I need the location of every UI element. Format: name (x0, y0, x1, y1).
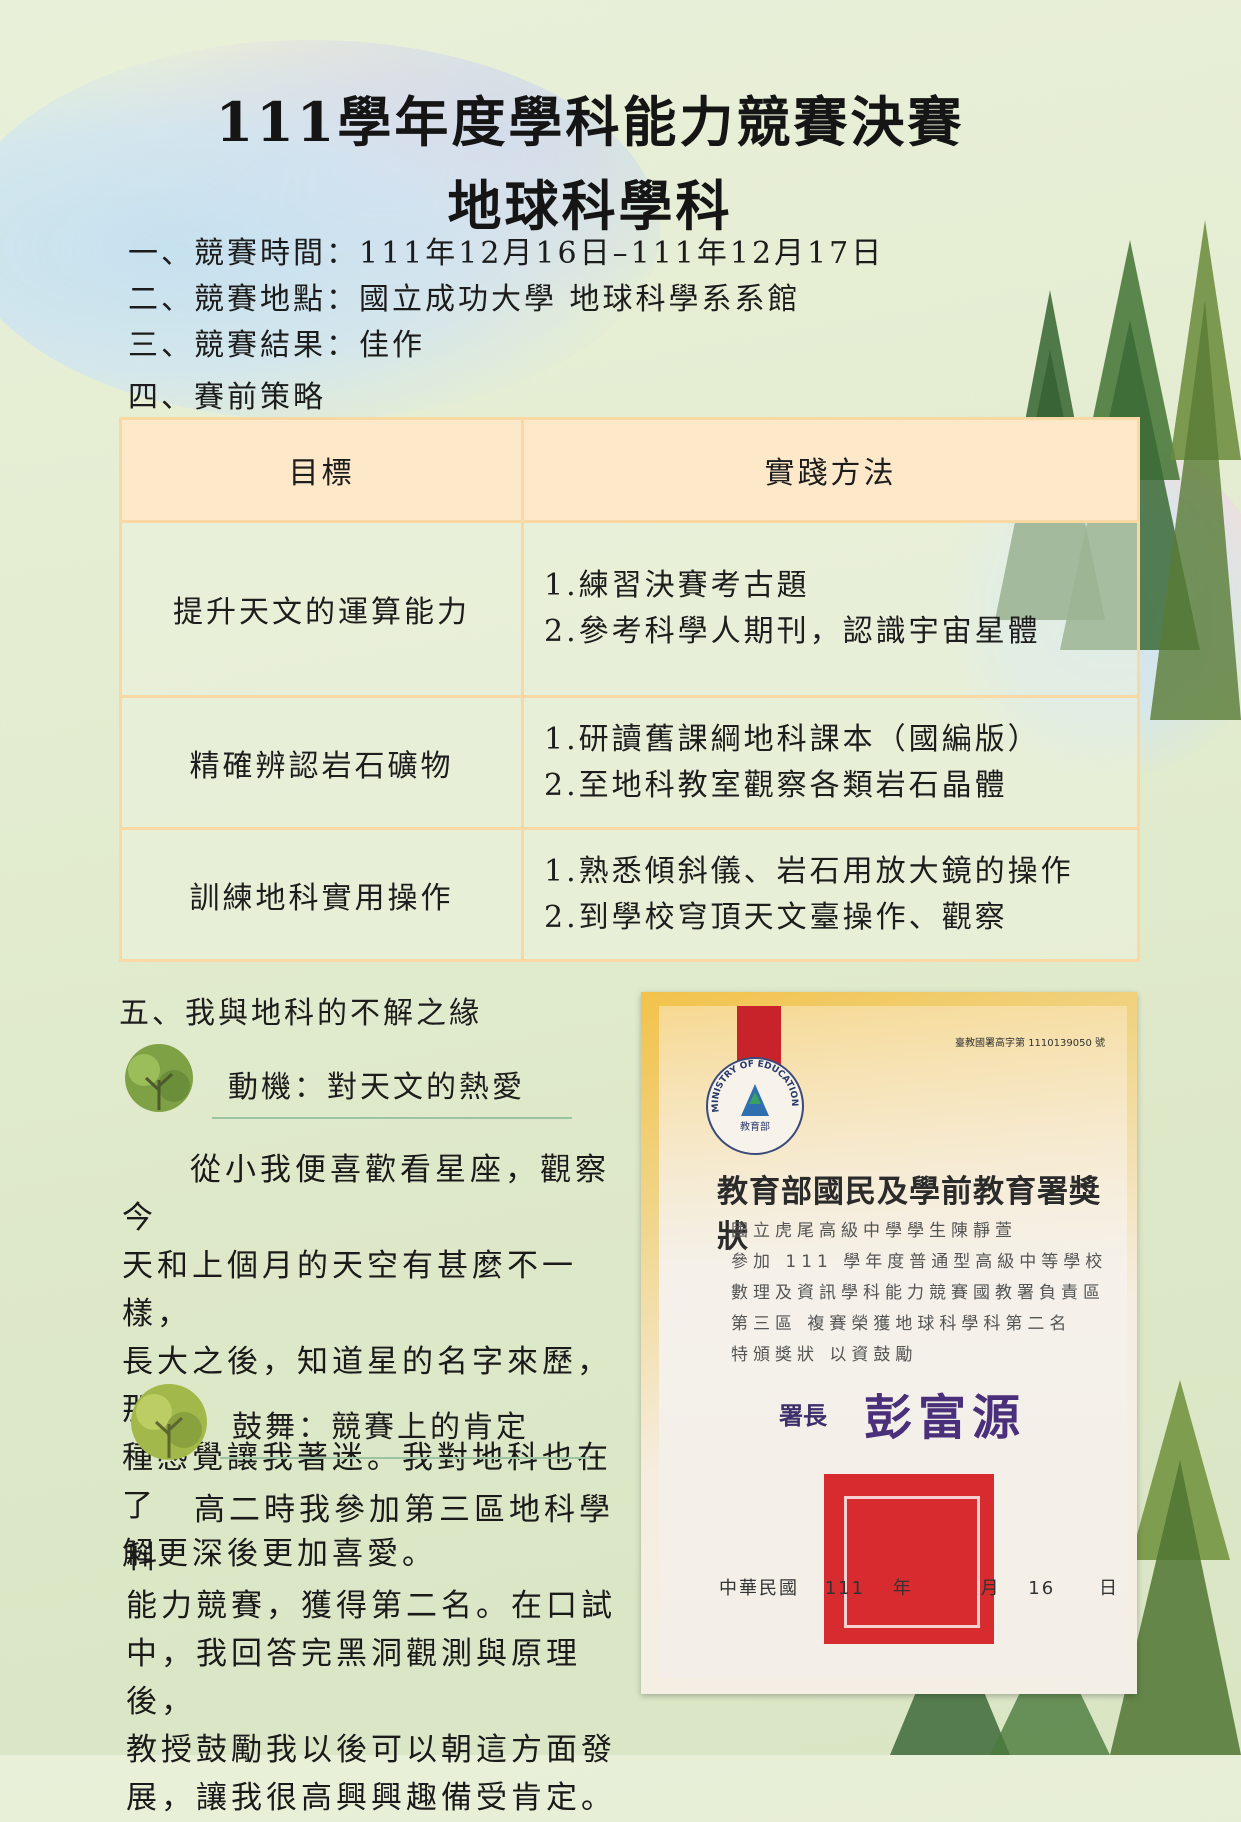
paragraph-line: 從小我便喜歡看星座，觀察今 (122, 1152, 610, 1236)
paragraph-line: 展，讓我很高興興趣備受肯定。 (126, 1780, 616, 1816)
method-item: 1.熟悉傾斜儀、岩石用放大鏡的操作 (544, 853, 1074, 889)
seal-border (844, 1496, 980, 1628)
tree-bullet-icon (125, 1044, 193, 1112)
motivation-paragraph: 從小我便喜歡看星座，觀察今 天和上個月的天空有甚麼不一樣， 長大之後，知道星的名… (122, 1146, 642, 1578)
date-prefix: 中華民國 (719, 1578, 799, 1599)
info-label: 四、賽前策略 (128, 380, 326, 415)
page-title: 111學年度學科能力競賽決賽 (215, 90, 965, 154)
info-value: 國立成功大學 地球科學系系館 (359, 282, 801, 317)
info-value: 佳作 (359, 328, 425, 363)
date-year: 111 (824, 1578, 866, 1599)
paragraph-line: 能力競賽，獲得第二名。在口試 (126, 1588, 616, 1624)
paragraph-line: 教授鼓勵我以後可以朝這方面發 (126, 1732, 616, 1768)
encouragement-paragraph: 高二時我參加第三區地科學科 能力競賽，獲得第二名。在口試 中，我回答完黑洞觀測與… (126, 1486, 646, 1822)
date-day-unit: 日 (1098, 1578, 1119, 1599)
table-cell-goal: 提升天文的運算能力 (119, 520, 524, 698)
table-header-goal: 目標 (119, 417, 524, 523)
info-strategy-heading: 四、賽前策略 (128, 372, 326, 416)
info-value: 111年12月16日–111年12月17日 (359, 236, 885, 271)
certificate-line: 特頒獎狀 以資鼓勵 (731, 1345, 918, 1365)
section-heading: 五、我與地科的不解之緣 (119, 996, 482, 1031)
underline-divider (220, 1457, 590, 1459)
certificate-number: 臺教國署高字第 1110139050 號 (955, 1038, 1105, 1049)
certificate-line: 數理及資訊學科能力競賽國教署負責區 (731, 1283, 1105, 1303)
motivation-title: 動機：對天文的熱愛 (228, 1070, 525, 1105)
strategy-table: 目標 實踐方法 提升天文的運算能力 1.練習決賽考古題 2.參考科學人期刊，認識… (119, 417, 1140, 962)
certificate-date: 中華民國 111 年 月 16 日 (719, 1574, 1119, 1600)
date-year-unit: 年 (892, 1578, 913, 1599)
table-cell-method: 1.練習決賽考古題 2.參考科學人期刊，認識宇宙星體 (521, 520, 1140, 698)
underline-divider (212, 1117, 572, 1119)
table-header-method: 實踐方法 (521, 417, 1140, 523)
method-item: 2.到學校穹頂天文臺操作、觀察 (544, 899, 1008, 935)
info-label: 二、競賽地點： (128, 282, 359, 317)
certificate-heading: 教育部國民及學前教育署獎狀 (717, 1174, 1101, 1255)
method-item: 1.練習決賽考古題 (544, 568, 810, 603)
table-row: 精確辨認岩石礦物 1.研讀舊課綱地科課本（國編版） 2.至地科教室觀察各類岩石晶… (119, 695, 1140, 830)
date-day: 16 (1028, 1578, 1056, 1599)
info-competition-time: 一、競賽時間：111年12月16日–111年12月17日 (128, 228, 884, 272)
method-item: 2.至地科教室觀察各類岩石晶體 (544, 767, 1008, 803)
page-subtitle: 地球科學科 (447, 174, 733, 238)
info-competition-venue: 二、競賽地點：國立成功大學 地球科學系系館 (128, 274, 801, 318)
paragraph-line: 高二時我參加第三區地科學科 (126, 1492, 614, 1576)
table-cell-goal: 訓練地科實用操作 (119, 827, 524, 962)
paragraph-line: 解更深後更加喜愛。 (122, 1536, 437, 1572)
info-label: 三、競賽結果： (128, 328, 359, 363)
paragraph-line: 中，我回答完黑洞觀測與原理後， (126, 1636, 581, 1720)
table-cell-method: 1.熟悉傾斜儀、岩石用放大鏡的操作 2.到學校穹頂天文臺操作、觀察 (521, 827, 1140, 962)
table-row: 訓練地科實用操作 1.熟悉傾斜儀、岩石用放大鏡的操作 2.到學校穹頂天文臺操作、… (119, 827, 1140, 962)
paragraph-line: 長大之後，知道星的名字來歷，那 (122, 1344, 612, 1428)
paragraph-line: 天和上個月的天空有甚麼不一樣， (122, 1248, 577, 1332)
table-header-row: 目標 實踐方法 (119, 417, 1140, 523)
table-cell-method: 1.研讀舊課綱地科課本（國編版） 2.至地科教室觀察各類岩石晶體 (521, 695, 1140, 830)
encouragement-title: 鼓舞：競賽上的肯定 (232, 1410, 529, 1445)
emblem-center-text: 教育部 (740, 1120, 770, 1133)
method-item: 1.研讀舊課綱地科課本（國編版） (544, 721, 1041, 757)
date-month-unit: 月 (980, 1578, 1001, 1599)
certificate-line: 參加 111 學年度普通型高級中等學校 (731, 1252, 1108, 1272)
method-item: 2.參考科學人期刊，認識宇宙星體 (544, 614, 1041, 649)
table-row: 提升天文的運算能力 1.練習決賽考古題 2.參考科學人期刊，認識宇宙星體 (119, 520, 1140, 698)
table-cell-goal: 精確辨認岩石礦物 (119, 695, 524, 830)
certificate-paper: 臺教國署高字第 1110139050 號 MINISTRY OF EDUCATI… (659, 1006, 1127, 1678)
certificate-body: 國立虎尾高級中學學生陳靜萱 參加 111 學年度普通型高級中等學校 數理及資訊學… (731, 1216, 1111, 1371)
certificate-photo: 臺教國署高字第 1110139050 號 MINISTRY OF EDUCATI… (641, 992, 1137, 1694)
certificate-line: 第三區 複賽榮獲地球科學科第二名 (731, 1314, 1072, 1334)
info-label: 一、競賽時間： (128, 236, 359, 271)
official-seal-icon (824, 1474, 994, 1644)
certificate-signer-title: 署長 (779, 1402, 827, 1430)
certificate-line: 國立虎尾高級中學學生陳靜萱 (731, 1221, 1017, 1241)
info-competition-result: 三、競賽結果：佳作 (128, 320, 425, 364)
ministry-emblem-icon: MINISTRY OF EDUCATION 教育部 (706, 1057, 804, 1155)
certificate-signature: 彭富源 (864, 1390, 1027, 1446)
